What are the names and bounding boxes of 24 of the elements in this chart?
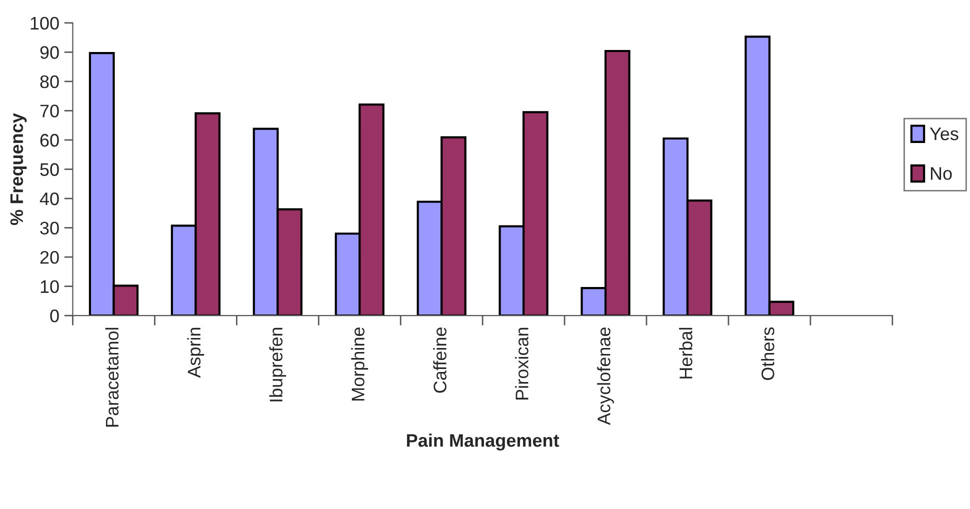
y-tick-label: 90 (40, 46, 59, 59)
x-tick-label: Caffeine (433, 327, 446, 393)
x-tick-label: Asprin (187, 328, 204, 378)
x-tick-label: Piroxican (515, 328, 528, 400)
x-tick-label: Ibuprefen (269, 328, 286, 402)
x-tick-label: Acyclofenae (597, 327, 614, 426)
y-tick-label: 20 (40, 250, 59, 264)
x-tick-label: Morphine (351, 327, 368, 400)
y-tick-label: 100 (30, 16, 59, 30)
x-tick-label: Paracetamol (105, 328, 119, 427)
y-tick-label: 40 (40, 192, 59, 206)
legend-label: Yes (930, 128, 958, 140)
y-tick-label: 70 (40, 104, 59, 118)
y-tick-label: 50 (40, 163, 59, 176)
y-tick-label: 10 (40, 280, 59, 294)
y-tick-label: 80 (40, 75, 59, 88)
y-tick-label: 0 (50, 310, 59, 322)
y-tick-label: 60 (40, 134, 59, 147)
x-axis-title: Pain Management (407, 434, 560, 451)
x-tick-label: Herbal (679, 328, 692, 378)
y-axis-title: % Frequency (10, 113, 27, 225)
legend-label: No (930, 167, 952, 180)
x-tick-label: Others (761, 327, 774, 380)
y-tick-label: 30 (40, 222, 59, 234)
